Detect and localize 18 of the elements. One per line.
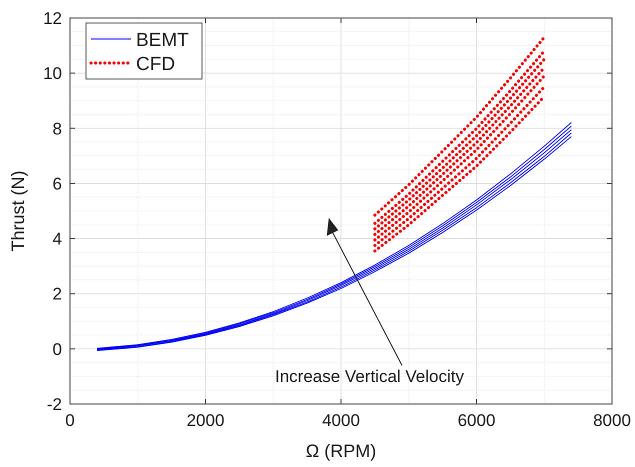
annotation: Increase Vertical Velocity (275, 367, 464, 386)
x-axis-title: Ω (RPM) (306, 441, 376, 461)
y-tick-label: 2 (52, 284, 62, 304)
x-tick-label: 2000 (186, 411, 224, 430)
x-tick-label: 0 (65, 411, 75, 430)
x-tick-label: 8000 (593, 411, 631, 430)
legend-label: CFD (136, 54, 176, 75)
y-tick-label: -2 (46, 395, 62, 414)
legend-label: BEMT (136, 30, 190, 51)
y-tick-label: 0 (52, 340, 62, 359)
y-tick-label: 4 (52, 230, 62, 249)
y-tick-label: 10 (43, 64, 62, 84)
y-tick-label: 6 (52, 174, 62, 194)
x-tick-label: 6000 (458, 411, 496, 430)
y-tick-label: 12 (43, 9, 62, 28)
x-tick-label: 4000 (322, 411, 360, 430)
y-tick-label: 8 (52, 119, 62, 138)
y-axis-title: Thrust (N) (8, 170, 28, 252)
